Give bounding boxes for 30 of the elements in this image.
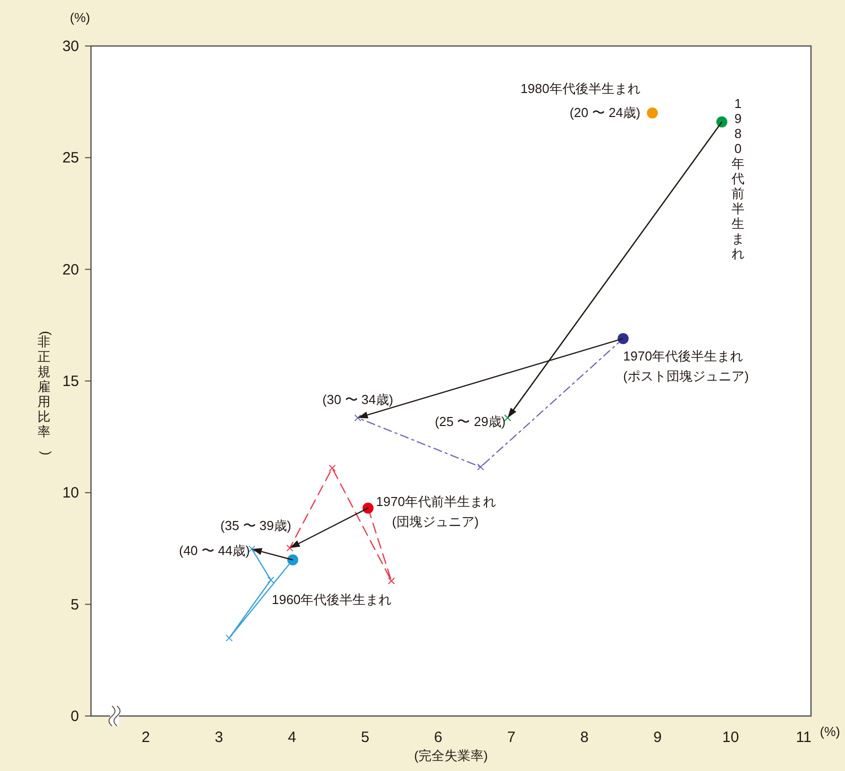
x-tick-label: 6	[434, 729, 442, 746]
x-tick-label: 10	[722, 729, 739, 746]
x-tick-label: 7	[507, 729, 516, 746]
annotation: 1980年代後半生まれ (20 〜 24歳)	[520, 81, 640, 120]
text: (非正規雇用比率)	[38, 331, 54, 456]
x-tick-label: 2	[142, 729, 150, 746]
annotation: (25 〜 29歳)	[434, 414, 506, 429]
annotation: 1960年代後半生まれ	[272, 592, 392, 607]
x-tick-label: 5	[360, 729, 370, 746]
y-tick-label: 10	[62, 484, 79, 502]
x-tick-label: 4	[288, 729, 296, 746]
annotation: (30 〜 34歳)	[322, 392, 394, 407]
x-tick-label: 8	[580, 729, 589, 746]
y-tick-label: 5	[70, 596, 79, 614]
x-tick-label: 9	[653, 729, 662, 746]
y-tick-label: 0	[70, 708, 79, 725]
text: (%)	[820, 724, 840, 739]
x-axis-title: (完全失業率)	[414, 748, 488, 763]
annotation: 1970年代後半生まれ (ポスト団塊ジュニア)	[623, 348, 749, 384]
x-tick-label: 3	[214, 729, 224, 746]
x-tick-label: 11	[796, 729, 812, 746]
text: (%)	[70, 10, 90, 25]
annotation: (40 〜 44歳)	[179, 542, 250, 558]
y-tick-label: 25	[62, 150, 79, 167]
y-tick-label: 20	[62, 261, 79, 278]
y-tick-label: 30	[62, 38, 79, 55]
text: 1980年代前半生まれ	[732, 96, 744, 261]
annotation: (35 〜 39歳)	[220, 518, 292, 534]
y-tick-label: 15	[62, 373, 79, 390]
annotation: 1970年代前半生まれ (団塊ジュニア)	[376, 494, 496, 530]
